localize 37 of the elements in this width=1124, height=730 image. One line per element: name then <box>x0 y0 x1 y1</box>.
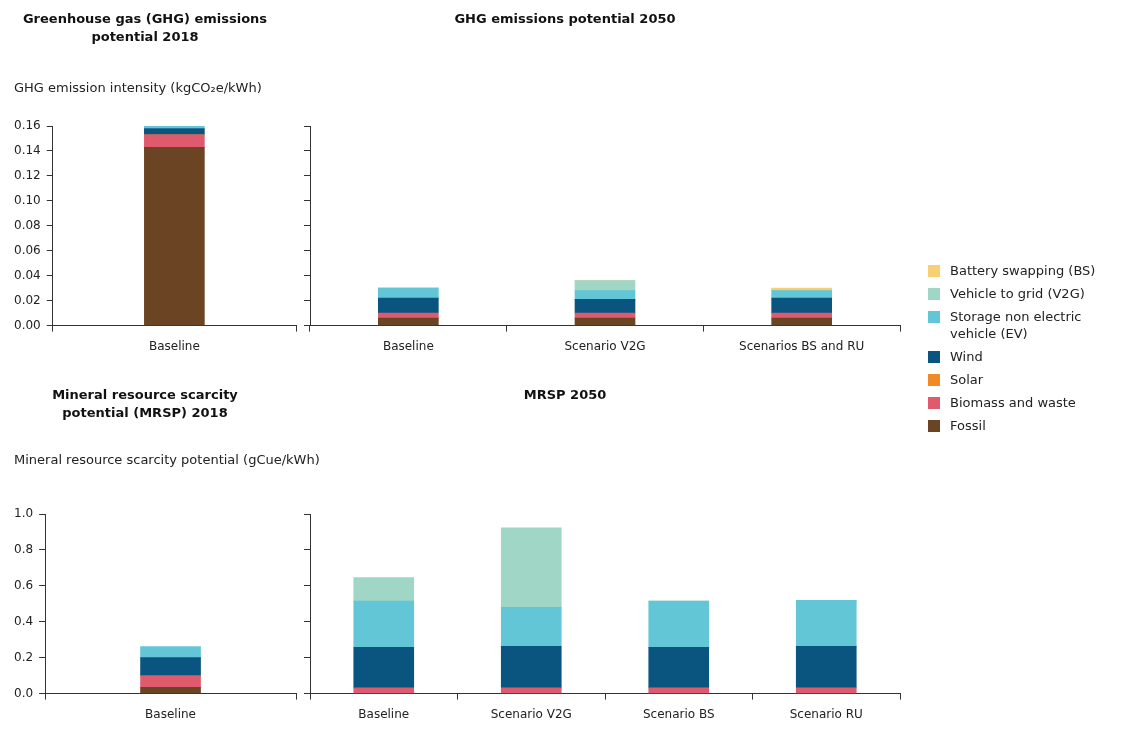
y-tick-label: 0.12 <box>14 168 41 183</box>
y-tick-label: 0.8 <box>13 542 34 557</box>
x-tick-label: Baseline <box>145 706 196 721</box>
x-tick-label: Scenario RU <box>789 706 863 721</box>
y-tick-label: 0.2 <box>13 649 34 664</box>
y-tick-label: 0.08 <box>14 217 41 232</box>
x-tick-label: Scenarios BS and RU <box>739 338 865 353</box>
chart-title: GHG emissions potential 2050 <box>453 10 677 28</box>
legend-label: Battery swapping (BS) <box>950 262 1096 279</box>
chart-title: Mineral resource scarcity potential (MRSP) 2018 <box>51 386 239 422</box>
y-tick-label: 0.02 <box>14 292 41 307</box>
y-tick-label: 0.0 <box>13 685 34 700</box>
x-tick-label: Baseline <box>148 338 200 353</box>
y-tick-label: 0.04 <box>14 267 41 282</box>
legend-label: Wind <box>950 348 983 365</box>
y-tick-label: 0.10 <box>14 192 41 207</box>
legend-label: Solar <box>950 371 984 388</box>
x-tick-label: Baseline <box>358 706 410 721</box>
y-tick-label: 0.14 <box>14 143 41 158</box>
y-tick-label: 0.6 <box>13 577 34 592</box>
y-tick-label: 0.4 <box>13 613 34 628</box>
y-axis-title: GHG emission intensity (kgCO₂e/kWh) <box>14 80 262 95</box>
x-tick-label: Scenario BS <box>642 706 715 721</box>
legend-label: Biomass and waste <box>950 394 1076 411</box>
y-tick-label: 1.0 <box>13 506 34 521</box>
legend-label: Fossil <box>950 417 986 434</box>
x-tick-label: Scenario V2G <box>490 706 572 721</box>
y-axis-title: Mineral resource scarcity potential (gCue/kWh) <box>14 452 320 467</box>
chart-title: MRSP 2050 <box>522 386 608 404</box>
y-tick-label: 0.16 <box>14 118 41 133</box>
legend-label: Vehicle to grid (V2G) <box>950 285 1085 302</box>
y-tick-label: 0.00 <box>14 317 41 332</box>
x-tick-label: Baseline <box>382 338 434 353</box>
chart-title: Greenhouse gas (GHG) emissions potential 2018 <box>21 10 269 46</box>
legend-label: Storage non electric vehicle (EV) <box>950 308 1083 342</box>
x-tick-label: Scenario V2G <box>564 338 646 353</box>
y-tick-label: 0.06 <box>14 242 41 257</box>
